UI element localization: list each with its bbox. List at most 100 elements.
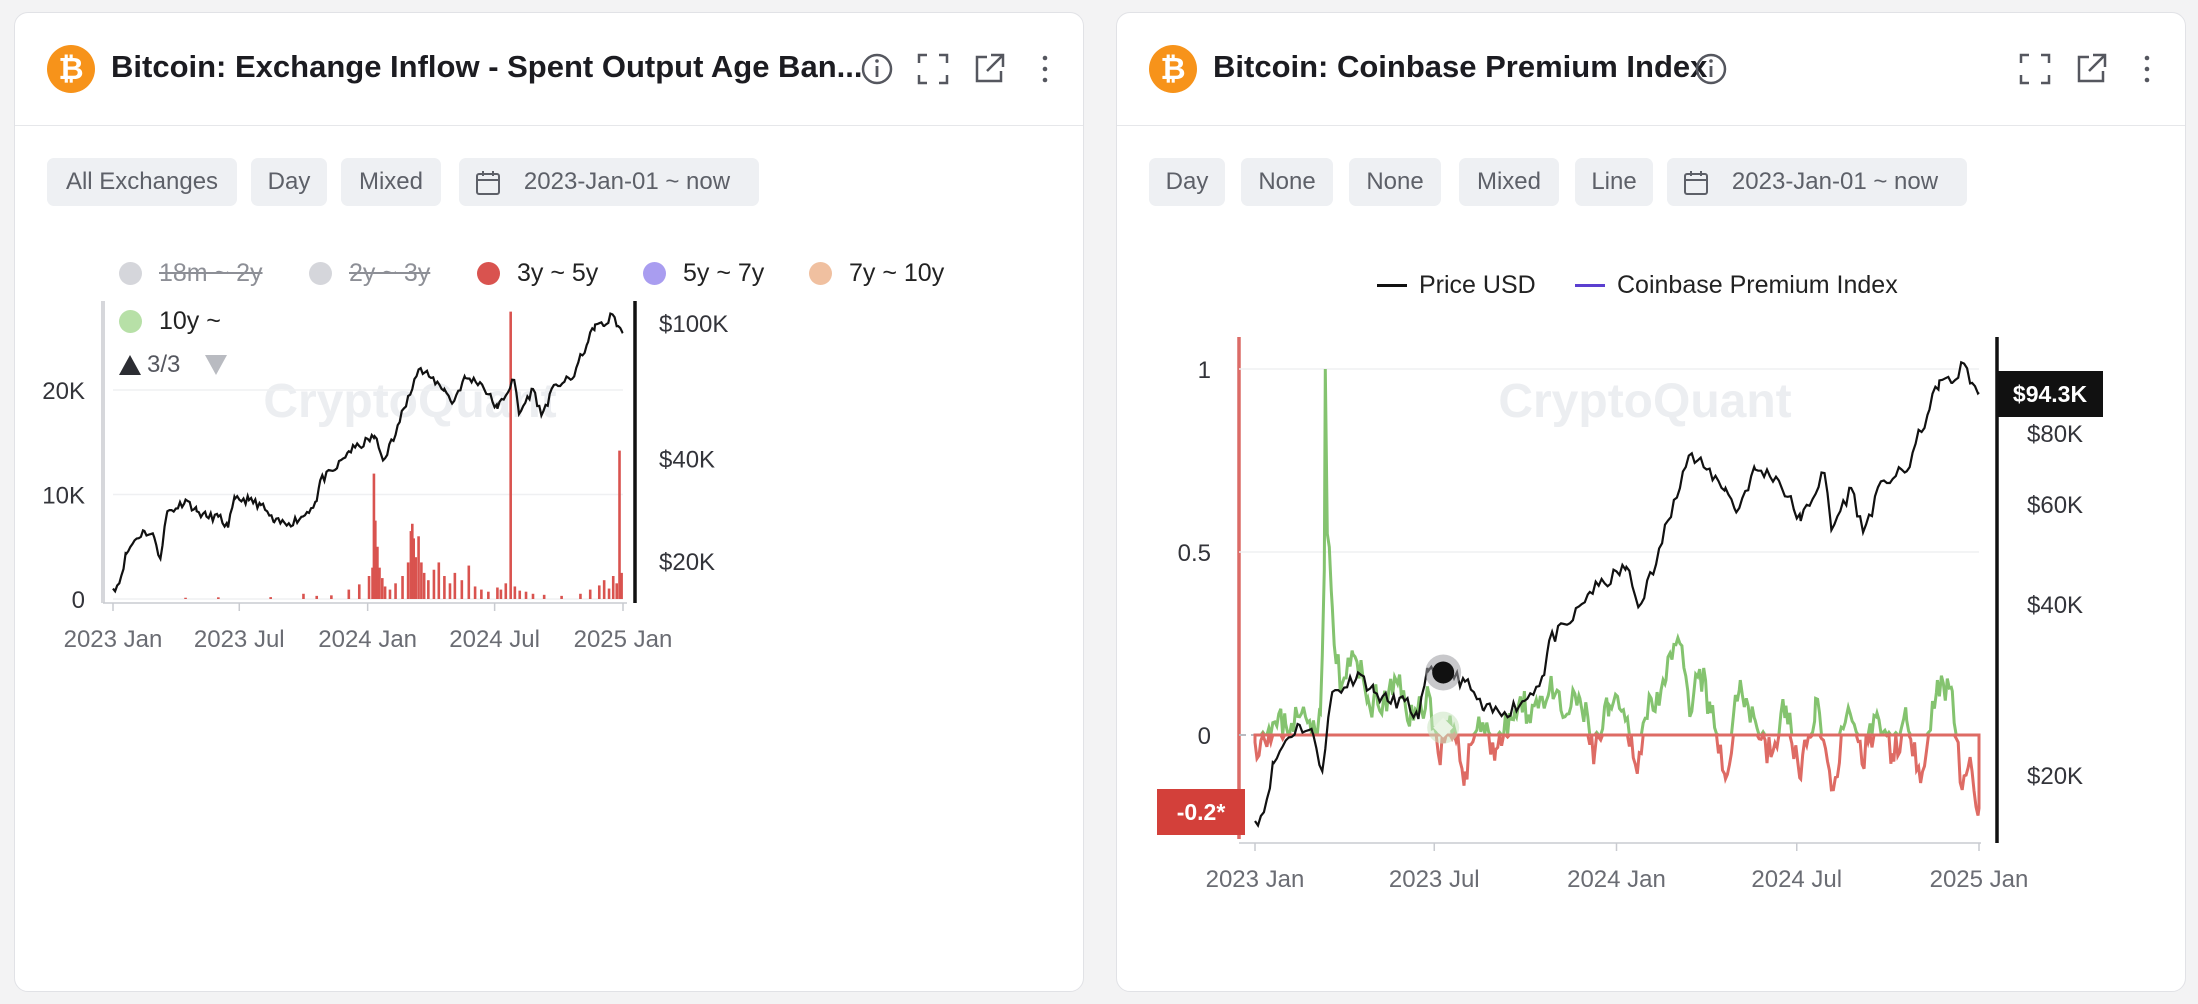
inflow-bar [487, 591, 490, 599]
premium-negative-line [1253, 730, 1981, 816]
inflow-bar [437, 562, 441, 599]
y-tick-label: 10K [42, 483, 85, 510]
calendar-icon [476, 171, 500, 195]
date-range-picker[interactable]: 2023-Jan-01 ~ now [459, 158, 759, 206]
card-header: ₿ Bitcoin: Exchange Inflow - Spent Outpu… [15, 13, 1083, 126]
inflow-bar [560, 595, 563, 599]
y-tick-label: 0 [1198, 723, 1211, 750]
inflow-bar [269, 597, 272, 599]
external-link-icon[interactable] [969, 49, 1009, 89]
inflow-bar [330, 595, 333, 599]
inflow-bar [518, 590, 522, 599]
more-vertical-icon[interactable] [2127, 49, 2167, 89]
inflow-bar [588, 589, 592, 599]
chart-type-select[interactable]: Line [1575, 158, 1653, 206]
inflow-bar [620, 572, 623, 599]
legend-item-2y-3y[interactable]: 2y ~ 3y [309, 255, 439, 291]
scale-select[interactable]: Mixed [1459, 158, 1559, 206]
legend-label: 2y ~ 3y [349, 259, 431, 287]
inflow-bar [388, 589, 392, 599]
card-title: Bitcoin: Exchange Inflow - Spent Output … [111, 49, 863, 84]
bitcoin-icon: ₿ [1149, 45, 1197, 93]
external-link-icon[interactable] [2071, 49, 2111, 89]
coinbase-premium-card: ₿ Bitcoin: Coinbase Premium Index Day No… [1116, 12, 2186, 992]
coinbase-premium-chart: CryptoQuant 0 0.5 1 $20K $40K $60K $80K 2023 Jan… [1157, 337, 2103, 893]
inflow-bar [417, 536, 420, 599]
y-right-tick-label: $100K [659, 311, 728, 338]
x-tick-label: 2023 Jan [64, 626, 163, 653]
more-vertical-icon[interactable] [1025, 49, 1065, 89]
y-right-tick-label: $20K [2027, 763, 2083, 790]
inflow-bar [531, 593, 535, 599]
legend-label: 10y ~ [159, 307, 221, 335]
inflow-bar [453, 572, 457, 599]
bitcoin-icon: ₿ [47, 45, 95, 93]
inflow-bar [406, 562, 410, 599]
fullscreen-icon[interactable] [2015, 49, 2055, 89]
inflow-bar [509, 311, 512, 599]
current-value-badge [1157, 789, 1245, 835]
price-usd-line [1254, 360, 1980, 829]
inflow-bar [357, 584, 361, 599]
legend-item-7y-10y[interactable]: 7y ~ 10y [809, 255, 959, 291]
legend-item-3y-5y[interactable]: 3y ~ 5y [477, 255, 617, 291]
inflow-bar [372, 473, 376, 599]
inflow-bar [499, 589, 503, 599]
legend-dot [477, 262, 500, 285]
x-tick-label: 2023 Jul [194, 626, 285, 653]
legend-item-10y[interactable]: 10y ~ [119, 303, 239, 339]
legend-dot [309, 262, 332, 285]
legend-item-18m-2y[interactable]: 18m ~ 2y [119, 255, 269, 291]
exchange-select[interactable]: None [1241, 158, 1333, 206]
legend-dot [119, 310, 142, 333]
inflow-bar [611, 576, 615, 599]
y-tick-label: 0 [72, 587, 85, 614]
inflow-bar [579, 593, 582, 599]
inflow-bar [427, 580, 430, 599]
legend-label: 18m ~ 2y [159, 259, 263, 287]
x-tick-label: 2024 Jul [449, 626, 540, 653]
x-tick-label: 2024 Jul [1751, 866, 1842, 893]
x-tick-label: 2025 Jan [574, 626, 673, 653]
inflow-bar [184, 597, 187, 599]
calendar-icon [1684, 171, 1708, 195]
window-select[interactable]: Day [251, 158, 327, 206]
page-down-icon[interactable] [203, 352, 229, 378]
scale-select[interactable]: Mixed [341, 158, 441, 206]
legend-item-coinbase-premium[interactable]: Coinbase Premium Index [1575, 267, 1915, 303]
fullscreen-icon[interactable] [913, 49, 953, 89]
legend-item-price-usd[interactable]: Price USD [1377, 267, 1537, 303]
y-right-tick-label: $40K [2027, 592, 2083, 619]
info-icon[interactable] [1691, 49, 1731, 89]
exchange-inflow-chart: CryptoQuant 0 10K 20K $20K $40K $100K 2023 Jan 2… [42, 301, 728, 653]
inflow-bar [597, 585, 601, 599]
watermark: CryptoQuant [1498, 375, 1791, 428]
inflow-bar [315, 595, 319, 599]
inflow-bar [496, 587, 499, 599]
x-tick-label: 2025 Jan [1930, 866, 2029, 893]
info-icon[interactable] [857, 49, 897, 89]
exchange-select[interactable]: All Exchanges [47, 158, 237, 206]
inflow-bar [409, 531, 413, 599]
inflow-bar [414, 557, 418, 599]
inflow-bar [420, 562, 423, 599]
inflow-bar [401, 576, 404, 599]
inflow-bar [443, 576, 446, 599]
legend-label: Price USD [1419, 271, 1536, 299]
legend-line [1377, 284, 1407, 287]
inflow-bar [383, 586, 387, 599]
card-header: ₿ Bitcoin: Coinbase Premium Index [1117, 13, 2185, 126]
page-up-icon[interactable] [117, 352, 143, 378]
symbol-select[interactable]: None [1349, 158, 1441, 206]
date-range-picker[interactable]: 2023-Jan-01 ~ now [1667, 158, 1967, 206]
inflow-bar [412, 538, 415, 599]
legend-item-5y-7y[interactable]: 5y ~ 7y [643, 255, 783, 291]
date-range-label: 2023-Jan-01 ~ now [523, 168, 731, 195]
inflow-bar [367, 576, 371, 599]
current-value-label: -0.2* [1177, 799, 1226, 825]
card-title: Bitcoin: Coinbase Premium Index [1213, 49, 1708, 84]
x-tick-label: 2023 Jan [1206, 866, 1305, 893]
price-usd-line [112, 312, 624, 594]
window-select[interactable]: Day [1149, 158, 1225, 206]
inflow-bar [513, 586, 517, 599]
